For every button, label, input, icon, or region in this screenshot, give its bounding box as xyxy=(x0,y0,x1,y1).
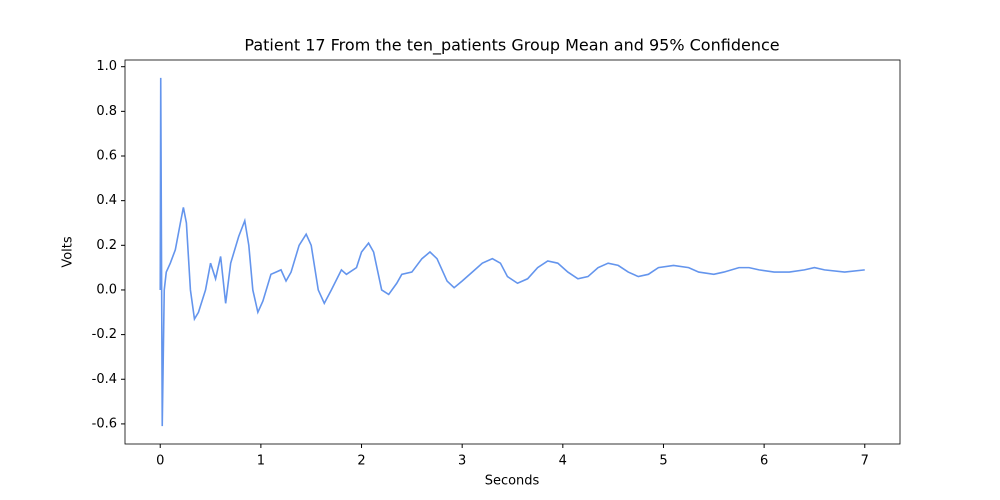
x-tick-label: 5 xyxy=(659,454,667,469)
y-tick-label: 0.8 xyxy=(96,104,117,119)
x-tick-label: 2 xyxy=(357,454,365,469)
chart-title: Patient 17 From the ten_patients Group M… xyxy=(244,36,779,56)
x-tick-label: 0 xyxy=(156,454,164,469)
y-tick-label: 0.0 xyxy=(96,282,117,297)
y-tick-label: 1.0 xyxy=(96,59,117,74)
y-tick-label: -0.6 xyxy=(92,416,117,431)
y-axis-label: Volts xyxy=(61,236,76,268)
x-axis-label: Seconds xyxy=(485,474,540,489)
y-tick-label: 0.4 xyxy=(96,193,117,208)
x-tick-label: 3 xyxy=(458,454,466,469)
line-series xyxy=(159,77,865,427)
x-tick-label: 6 xyxy=(760,454,768,469)
y-tick-label: -0.4 xyxy=(92,372,117,387)
x-tick-label: 4 xyxy=(559,454,567,469)
plot-frame xyxy=(124,59,901,445)
y-tick-label: 0.6 xyxy=(96,149,117,164)
x-tick-label: 1 xyxy=(257,454,265,469)
y-tick-label: 0.2 xyxy=(96,238,117,253)
y-tick-label: -0.2 xyxy=(92,327,117,342)
x-tick-label: 7 xyxy=(861,454,869,469)
